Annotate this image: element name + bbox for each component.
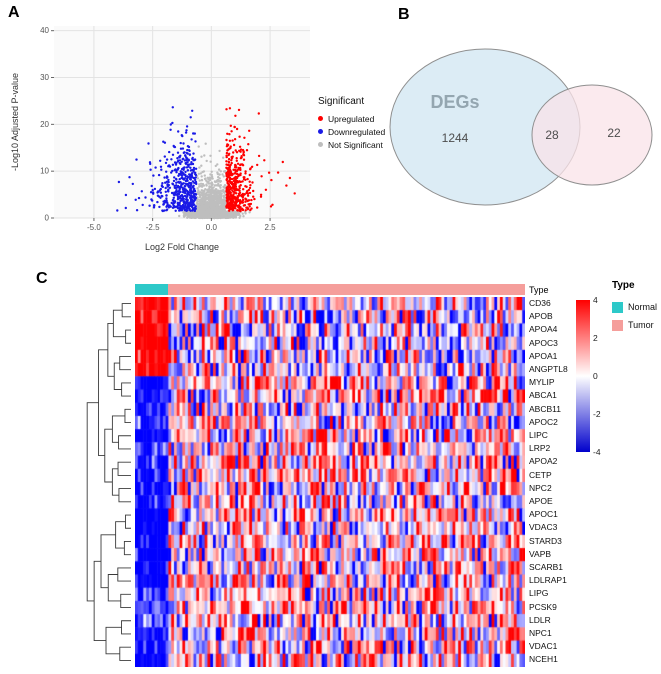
gene-label: VDAC3 xyxy=(529,522,558,533)
svg-text:0: 0 xyxy=(45,214,50,223)
legend-swatch xyxy=(318,129,323,134)
gene-label: ABCB11 xyxy=(529,403,561,414)
volcano-plot: -5.0 -2.5 0.0 2.5 0 10 20 30 40 Log2 Fold Change… xyxy=(10,26,310,252)
gene-label: ABCA1 xyxy=(529,390,557,401)
volcano-legend-title: Significant xyxy=(318,96,365,107)
panel-b-label: B xyxy=(398,6,410,23)
annotation-normal-segment xyxy=(135,284,169,295)
gene-label: LRP2 xyxy=(529,443,551,454)
annotation-title: Type xyxy=(529,285,549,295)
type-legend-title: Type xyxy=(612,280,635,291)
gene-label: APOA4 xyxy=(529,324,558,335)
colorbar-tick-label: -2 xyxy=(593,409,601,419)
venn-diagram: DEGs 1244 28 22 xyxy=(389,48,653,206)
volcano-y-axis-label: -Log10 Adjusted P-value xyxy=(10,73,20,171)
svg-text:40: 40 xyxy=(40,26,49,35)
gene-label: SCARB1 xyxy=(529,562,564,573)
gene-label: APOE xyxy=(529,496,553,507)
gene-label: APOC3 xyxy=(529,337,558,348)
colorbar-tick-label: 0 xyxy=(593,371,598,381)
colorbar-tick-label: 2 xyxy=(593,333,598,343)
svg-text:10: 10 xyxy=(40,167,49,176)
venn-set-other xyxy=(531,84,653,186)
svg-text:20: 20 xyxy=(40,120,49,129)
type-annotation-bar xyxy=(135,284,525,295)
colorbar-tick-label: 4 xyxy=(593,295,598,305)
gene-label: APOB xyxy=(529,311,553,322)
gene-label: NPC2 xyxy=(529,482,552,493)
dendrogram xyxy=(86,303,131,661)
legend-item: Upregulated xyxy=(318,112,404,125)
gene-label: ANGPTL8 xyxy=(529,364,568,375)
venn-intersection-count: 28 xyxy=(545,128,559,142)
gene-label: APOA2 xyxy=(529,456,558,467)
panel-c-label: C xyxy=(36,270,48,287)
legend-item: Downregulated xyxy=(318,125,404,138)
gene-label: LDLR xyxy=(529,614,551,625)
volcano-x-axis-label: Log2 Fold Change xyxy=(145,242,219,252)
volcano-points xyxy=(116,106,296,220)
legend-label: Upregulated xyxy=(328,113,375,124)
gene-label: APOC1 xyxy=(529,509,558,520)
type-legend-swatch xyxy=(612,301,623,313)
svg-text:-2.5: -2.5 xyxy=(146,223,160,232)
type-legend-item: Tumor xyxy=(612,316,657,334)
gene-label: LIPC xyxy=(529,430,548,441)
colorbar xyxy=(576,300,590,452)
type-legend-swatch xyxy=(612,319,623,331)
volcano-legend: Significant Upregulated Downregulated Not … xyxy=(318,96,404,151)
gene-label: APOA1 xyxy=(529,350,558,361)
svg-text:-5.0: -5.0 xyxy=(87,223,101,232)
legend-swatch xyxy=(318,116,323,121)
svg-text:0.0: 0.0 xyxy=(206,223,218,232)
type-legend-label: Tumor xyxy=(628,320,654,330)
colorbar-tick-label: -4 xyxy=(593,447,601,457)
gene-label: CD36 xyxy=(529,298,551,308)
venn-degs-count: 1244 xyxy=(442,131,469,145)
type-legend-items: Normal Tumor xyxy=(612,298,657,334)
gene-label: PCSK9 xyxy=(529,601,557,612)
gene-label: STARD3 xyxy=(529,535,562,546)
volcano-axes: -5.0 -2.5 0.0 2.5 0 10 20 30 40 xyxy=(40,26,276,232)
gene-labels: CD36 APOB APOA4 APOC3 APOA1 ANGPTL8 MYLIP ABCA1… xyxy=(529,297,568,667)
colorbar-ticks: 4 2 0 -2 -4 xyxy=(593,295,615,457)
legend-label: Not Significant xyxy=(328,139,383,150)
type-legend-label: Normal xyxy=(628,302,658,312)
legend-label: Downregulated xyxy=(328,126,386,137)
legend-swatch xyxy=(318,142,323,147)
gene-label: VAPB xyxy=(529,548,552,559)
volcano-legend-items: Upregulated Downregulated Not Significant xyxy=(318,112,404,151)
heatmap-canvas xyxy=(135,297,525,667)
panel-a-label: A xyxy=(8,4,20,21)
gene-label: NCEH1 xyxy=(529,654,558,665)
gene-label: NPC1 xyxy=(529,628,552,639)
svg-text:2.5: 2.5 xyxy=(265,223,277,232)
venn-degs-label: DEGs xyxy=(430,92,479,112)
gene-label: LIPG xyxy=(529,588,549,599)
gene-label: MYLIP xyxy=(529,377,555,388)
svg-text:30: 30 xyxy=(40,73,49,82)
annotation-tumor-segment xyxy=(168,284,525,295)
gene-label: CETP xyxy=(529,469,552,480)
gene-label: APOC2 xyxy=(529,416,558,427)
gene-label: VDAC1 xyxy=(529,641,558,652)
legend-item: Not Significant xyxy=(318,138,404,151)
venn-other-count: 22 xyxy=(607,126,621,140)
type-legend-item: Normal xyxy=(612,298,657,316)
gene-label: LDLRAP1 xyxy=(529,575,567,586)
